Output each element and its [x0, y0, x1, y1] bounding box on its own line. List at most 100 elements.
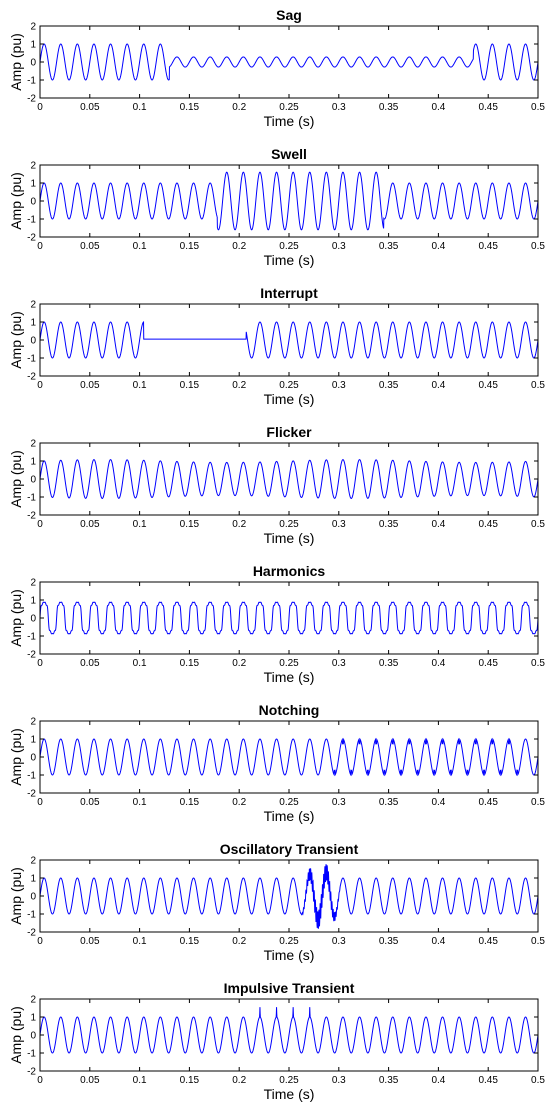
y-tick-label: 2	[30, 22, 36, 33]
y-tick-label: 1	[30, 596, 36, 607]
chart-title: Impulsive Transient	[224, 980, 355, 996]
y-tick-label: -2	[27, 94, 36, 105]
x-tick-label: 0.15	[180, 519, 200, 530]
x-tick-label: 0.45	[478, 797, 498, 808]
x-axis-label: Time (s)	[264, 947, 315, 963]
x-tick-label: 0.3	[332, 102, 346, 113]
signal-line	[39, 459, 539, 499]
chart-title: Harmonics	[253, 563, 326, 579]
y-axis-label: Amp (pu)	[8, 311, 24, 369]
x-tick-label: 0.4	[431, 658, 445, 669]
x-tick-label: 0.05	[80, 102, 100, 113]
x-tick-label: 0.15	[180, 102, 200, 113]
x-tick-label: 0.5	[531, 519, 545, 530]
y-tick-label: 0	[30, 475, 36, 486]
y-tick-label: 2	[30, 856, 36, 867]
x-tick-label: 0.05	[80, 1075, 100, 1086]
y-tick-label: -2	[27, 789, 36, 800]
y-tick-label: 1	[30, 457, 36, 468]
chart-panel: Harmonics 0 0.05 0.1 0.15 0.2 0.25 0.3 0.35 0.4 0.…	[8, 563, 545, 685]
y-axis-label: Amp (pu)	[8, 1006, 24, 1064]
chart-panel: Notching 0 0.05 0.1 0.15 0.2 0.25 0.3 0.35 0.4 0.4…	[8, 702, 545, 824]
x-tick-label: 0.35	[379, 936, 399, 947]
x-tick-label: 0.4	[431, 797, 445, 808]
x-tick-label: 0.25	[279, 1075, 299, 1086]
x-tick-label: 0.45	[478, 936, 498, 947]
x-tick-label: 0.1	[133, 241, 147, 252]
x-tick-label: 0.25	[279, 797, 299, 808]
y-tick-label: 0	[30, 614, 36, 625]
y-tick-label: 1	[30, 1013, 36, 1024]
y-tick-label: -1	[27, 76, 36, 87]
x-tick-label: 0.25	[279, 658, 299, 669]
x-axis-label: Time (s)	[264, 808, 315, 824]
x-tick-label: 0.3	[332, 1075, 346, 1086]
x-tick-label: 0.3	[332, 519, 346, 530]
x-tick-label: 0.35	[379, 519, 399, 530]
x-tick-label: 0.2	[232, 658, 246, 669]
x-tick-label: 0	[37, 936, 43, 947]
x-tick-label: 0.45	[478, 1075, 498, 1086]
x-tick-label: 0.5	[531, 936, 545, 947]
signal-line	[39, 864, 539, 929]
x-tick-label: 0.5	[531, 241, 545, 252]
x-tick-label: 0.35	[379, 658, 399, 669]
y-tick-label: -2	[27, 1067, 36, 1078]
x-tick-label: 0.1	[133, 658, 147, 669]
x-axis-label: Time (s)	[264, 113, 315, 129]
x-tick-label: 0.1	[133, 102, 147, 113]
x-tick-label: 0.4	[431, 936, 445, 947]
chart-panel: Impulsive Transient 0 0.05 0.1 0.15 0.2 0.25 0.…	[8, 980, 545, 1102]
y-tick-label: -2	[27, 928, 36, 939]
x-tick-label: 0.4	[431, 102, 445, 113]
x-tick-label: 0.4	[431, 241, 445, 252]
chart-title: Swell	[271, 146, 307, 162]
x-tick-label: 0.05	[80, 380, 100, 391]
y-tick-label: 1	[30, 40, 36, 51]
x-tick-label: 0.2	[232, 1075, 246, 1086]
x-tick-label: 0.25	[279, 380, 299, 391]
signal-line	[39, 43, 539, 81]
x-tick-label: 0	[37, 797, 43, 808]
x-tick-label: 0.05	[80, 241, 100, 252]
chart-panel: Oscillatory Transient 0 0.05 0.1 0.15 0.2 0.25…	[8, 841, 545, 963]
x-tick-label: 0.35	[379, 797, 399, 808]
x-axis-label: Time (s)	[264, 391, 315, 407]
y-tick-label: 1	[30, 179, 36, 190]
x-tick-label: 0.5	[531, 658, 545, 669]
x-tick-label: 0.3	[332, 936, 346, 947]
signal-line	[39, 321, 539, 359]
y-tick-label: -1	[27, 771, 36, 782]
x-tick-label: 0.3	[332, 241, 346, 252]
x-tick-label: 0.25	[279, 241, 299, 252]
y-tick-label: 1	[30, 318, 36, 329]
y-tick-label: -1	[27, 632, 36, 643]
chart-title: Flicker	[266, 424, 312, 440]
y-axis-label: Amp (pu)	[8, 867, 24, 925]
x-tick-label: 0.2	[232, 380, 246, 391]
x-tick-label: 0.2	[232, 519, 246, 530]
x-tick-label: 0.4	[431, 519, 445, 530]
x-tick-label: 0.15	[180, 936, 200, 947]
x-axis-label: Time (s)	[264, 252, 315, 268]
signal-line	[39, 737, 539, 777]
y-axis-label: Amp (pu)	[8, 589, 24, 647]
x-tick-label: 0.35	[379, 1075, 399, 1086]
chart-title: Oscillatory Transient	[220, 841, 359, 857]
y-tick-label: -2	[27, 511, 36, 522]
x-tick-label: 0.05	[80, 797, 100, 808]
y-axis-label: Amp (pu)	[8, 450, 24, 508]
y-tick-label: 1	[30, 735, 36, 746]
x-tick-label: 0.15	[180, 797, 200, 808]
y-axis-label: Amp (pu)	[8, 172, 24, 230]
x-tick-label: 0	[37, 102, 43, 113]
y-tick-label: 2	[30, 300, 36, 311]
y-tick-label: 2	[30, 578, 36, 589]
x-tick-label: 0.15	[180, 1075, 200, 1086]
y-axis-label: Amp (pu)	[8, 728, 24, 786]
x-tick-label: 0.1	[133, 936, 147, 947]
x-tick-label: 0.45	[478, 519, 498, 530]
chart-panel: Sag 0 0.05 0.1 0.15 0.2 0.25 0.3 0.35 0.4 0.45 0.5 -…	[8, 7, 545, 129]
x-tick-label: 0.1	[133, 797, 147, 808]
